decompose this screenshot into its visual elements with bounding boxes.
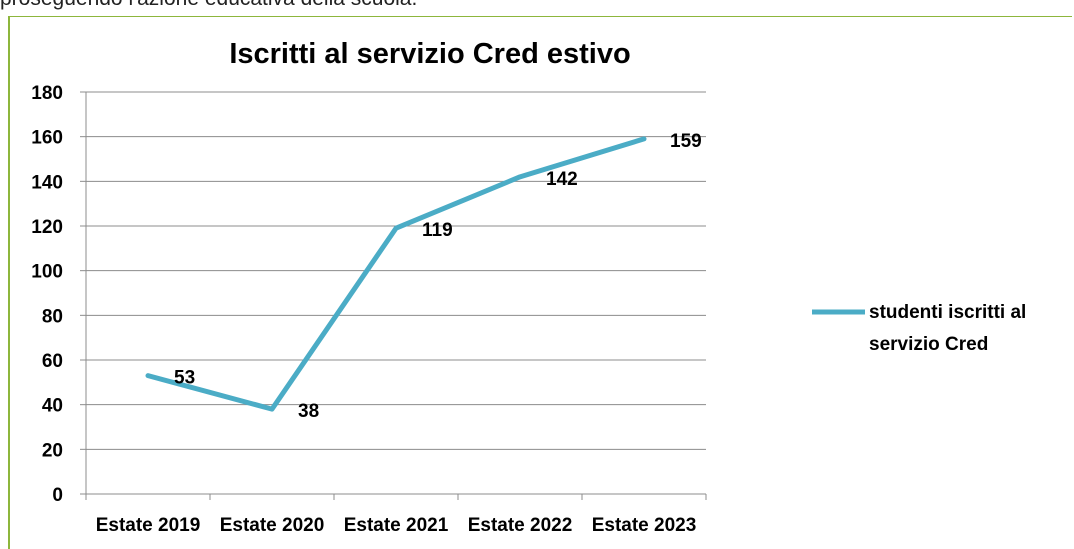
series-line [145,136,647,412]
x-tick-label: Estate 2022 [468,515,573,536]
y-tick-label: 180 [31,83,63,104]
x-tick-label: Estate 2023 [592,515,697,536]
x-tick-label: Estate 2019 [96,515,201,536]
data-label: 53 [174,368,195,389]
chart-title: Iscritti al servizio Cred estivo [229,38,630,70]
y-tick-label: 120 [31,217,63,238]
gridlines [80,91,706,495]
y-tick-label: 80 [42,306,63,327]
document-text: proseguendo l'azione educativa della scu… [0,0,417,11]
y-tick-label: 40 [42,396,63,417]
y-tick-label: 140 [31,172,63,193]
y-tick-label: 60 [42,351,63,372]
y-tick-label: 100 [31,262,63,283]
y-tick-label: 0 [52,485,63,506]
data-label: 38 [298,401,319,422]
x-tick-labels: Estate 2019 Estate 2020 Estate 2021 Estate … [96,515,697,536]
data-label: 142 [546,169,578,190]
x-tick-label: Estate 2020 [220,515,325,536]
data-label: 159 [670,131,702,152]
legend: studenti iscritti al servizio Cred [812,302,1026,355]
y-tick-label: 160 [31,128,63,149]
series-layer [145,136,647,412]
chart-frame [8,16,1072,549]
legend-label-line-1: studenti iscritti al [869,302,1026,323]
x-tick-label: Estate 2021 [344,515,449,536]
legend-label-line-2: servizio Cred [869,334,988,355]
y-tick-labels: 0 20 40 60 80 100 120 140 160 180 [31,83,63,506]
axes [85,92,707,500]
data-label: 119 [422,220,453,241]
data-labels: 53 38 119 142 159 [174,131,702,422]
y-tick-label: 20 [42,440,63,461]
